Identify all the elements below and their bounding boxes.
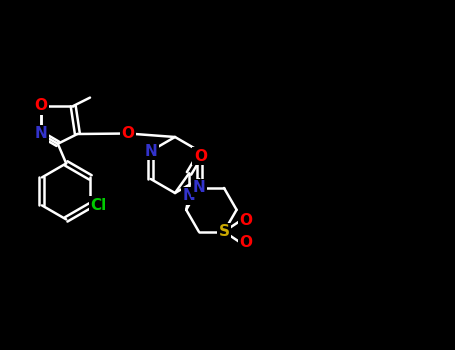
- Text: N: N: [192, 181, 205, 196]
- Text: O: O: [121, 126, 135, 141]
- Text: O: O: [239, 235, 253, 250]
- Text: N: N: [144, 144, 157, 159]
- Text: N: N: [35, 126, 47, 141]
- Text: O: O: [239, 213, 253, 228]
- Text: Cl: Cl: [91, 198, 106, 213]
- Text: S: S: [218, 224, 229, 239]
- Text: O: O: [35, 98, 47, 113]
- Text: N: N: [182, 188, 195, 203]
- Text: O: O: [194, 149, 207, 164]
